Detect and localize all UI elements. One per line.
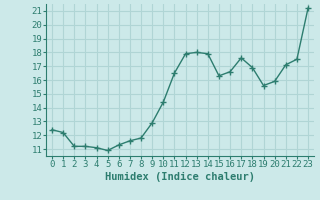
X-axis label: Humidex (Indice chaleur): Humidex (Indice chaleur): [105, 172, 255, 182]
